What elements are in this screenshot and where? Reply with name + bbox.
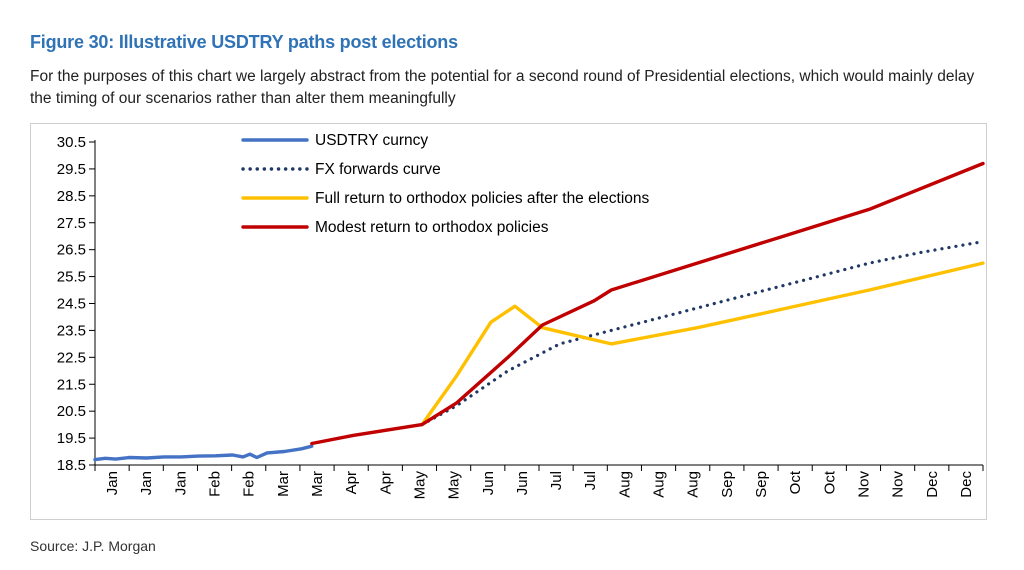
x-tick-label: Feb — [207, 471, 224, 497]
x-tick-label: Jul — [548, 471, 565, 490]
y-tick-label: 20.5 — [57, 403, 86, 420]
series-line-3 — [310, 161, 985, 446]
x-tick-label: Dec — [958, 471, 975, 498]
figure-subtitle: For the purposes of this chart we largel… — [30, 68, 975, 107]
chart-frame: 18.5 19.5 20.5 21.5 22.5 23.5 24.5 25.5 26.5 27.5… — [30, 123, 987, 520]
legend-label-2: Full return to orthodox policies after t… — [315, 190, 650, 207]
x-tick-label: Apr — [377, 471, 394, 494]
legend-label-0: USDTRY curncy — [315, 132, 428, 149]
x-tick-label: Jul — [582, 471, 599, 490]
x-tick-label: Jan — [172, 471, 189, 495]
series-line-2 — [420, 261, 985, 427]
x-tick-label: Oct — [787, 470, 804, 494]
series-line-0 — [93, 444, 314, 462]
x-tick-label: Jan — [138, 471, 155, 495]
x-tick-label: Jun — [480, 471, 497, 495]
x-tick-label: Sep — [719, 471, 736, 498]
y-tick-label: 27.5 — [57, 215, 86, 232]
chart-series — [93, 161, 985, 462]
y-tick-label: 18.5 — [57, 457, 86, 474]
x-tick-label: Aug — [651, 471, 668, 498]
x-tick-label: Jun — [514, 471, 531, 495]
y-tick-label: 28.5 — [57, 188, 86, 205]
chart-axes: 18.5 19.5 20.5 21.5 22.5 23.5 24.5 25.5 26.5 27.5… — [57, 134, 984, 500]
y-tick-label: 25.5 — [57, 269, 86, 286]
y-tick-label: 26.5 — [57, 242, 86, 259]
y-tick-label: 24.5 — [57, 296, 86, 313]
legend-label-3: Modest return to orthodox policies — [315, 219, 549, 236]
y-tick-label: 22.5 — [57, 349, 86, 366]
x-tick-label: Sep — [753, 471, 770, 498]
x-tick-label: May — [446, 471, 463, 500]
x-tick-label: Nov — [890, 471, 907, 498]
y-tick-label: 21.5 — [57, 376, 86, 393]
line-chart: 18.5 19.5 20.5 21.5 22.5 23.5 24.5 25.5 26.5 27.5… — [57, 132, 985, 500]
y-tick-label: 19.5 — [57, 430, 86, 447]
x-tick-label: Dec — [924, 471, 941, 498]
source-note: Source: J.P. Morgan — [30, 538, 156, 554]
legend-label-1: FX forwards curve — [315, 161, 441, 178]
x-tick-label: Aug — [616, 471, 633, 498]
x-tick-label: Jan — [104, 471, 121, 495]
x-tick-label: Apr — [343, 471, 360, 494]
y-tick-label: 30.5 — [57, 134, 86, 151]
x-tick-label: Oct — [821, 470, 838, 494]
x-tick-label: Nov — [855, 471, 872, 498]
y-tick-label: 29.5 — [57, 161, 86, 178]
y-tick-label: 23.5 — [57, 322, 86, 339]
figure-title: Figure 30: Illustrative USDTRY paths pos… — [30, 32, 458, 52]
chart-legend: USDTRY curncy FX forwards curve Full retur… — [241, 132, 650, 236]
x-tick-label: Aug — [685, 471, 702, 498]
x-tick-label: Feb — [241, 471, 258, 497]
x-tick-label: Mar — [275, 471, 292, 497]
series-line-1 — [420, 239, 985, 427]
x-tick-label: May — [411, 471, 428, 500]
x-tick-label: Mar — [309, 471, 326, 497]
